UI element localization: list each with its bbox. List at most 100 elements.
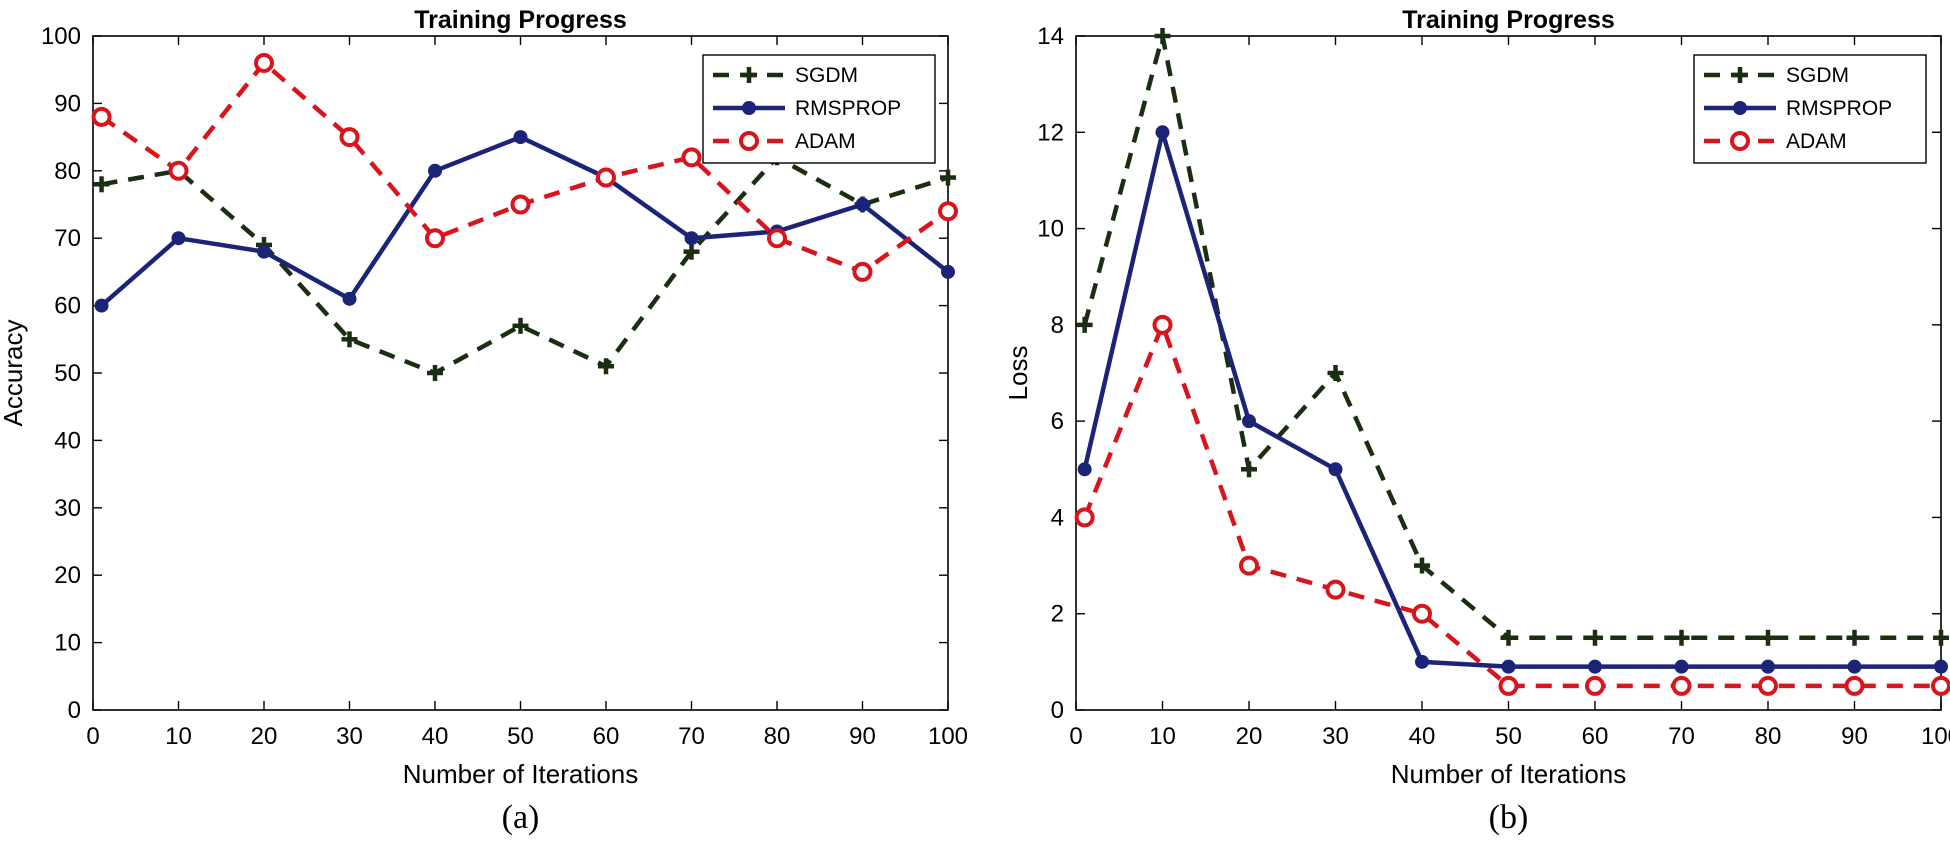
y-tick-label: 2 bbox=[1051, 601, 1064, 628]
y-tick-label: 4 bbox=[1051, 504, 1064, 531]
x-tick-label: 80 bbox=[764, 723, 791, 750]
data-point-rmsprop bbox=[1501, 659, 1516, 674]
data-point-adam bbox=[339, 127, 360, 148]
data-point-adam bbox=[1074, 507, 1095, 528]
data-point-sgdm bbox=[341, 331, 358, 348]
series-line-rmsprop bbox=[1082, 130, 1941, 669]
x-tick-label: 30 bbox=[1322, 723, 1349, 750]
chart-title: Training Progress bbox=[1402, 6, 1615, 34]
x-tick-label: 90 bbox=[849, 723, 876, 750]
x-tick-label: 40 bbox=[422, 723, 449, 750]
data-point-rmsprop bbox=[513, 130, 528, 145]
data-point-sgdm bbox=[1846, 629, 1863, 646]
data-point-rmsprop bbox=[1934, 659, 1948, 674]
data-point-sgdm bbox=[1500, 629, 1517, 646]
y-tick-label: 70 bbox=[54, 225, 81, 252]
legend-label: RMSPROP bbox=[795, 97, 901, 120]
data-point-sgdm bbox=[598, 358, 614, 375]
series-adam bbox=[91, 52, 958, 282]
data-point-sgdm bbox=[1933, 629, 1949, 646]
data-point-adam bbox=[91, 106, 112, 127]
data-point-adam bbox=[596, 167, 616, 188]
series-line-adam bbox=[1082, 322, 1941, 689]
data-point-sgdm bbox=[1673, 629, 1690, 646]
x-tick-label: 100 bbox=[928, 723, 968, 750]
legend-label: ADAM bbox=[795, 130, 856, 153]
data-point-rmsprop bbox=[1733, 101, 1747, 115]
x-axis-label: Number of Iterations bbox=[403, 759, 639, 789]
legend-label: RMSPROP bbox=[1786, 97, 1892, 120]
data-point-adam bbox=[1585, 675, 1605, 696]
data-point-adam bbox=[1758, 675, 1778, 696]
data-point-adam bbox=[1412, 603, 1432, 624]
chart-title: Training Progress bbox=[414, 6, 627, 34]
y-tick-label: 12 bbox=[1037, 119, 1064, 146]
x-tick-label: 20 bbox=[1236, 723, 1263, 750]
data-point-adam bbox=[739, 131, 759, 151]
x-tick-label: 70 bbox=[678, 723, 705, 750]
data-point-rmsprop bbox=[1242, 414, 1256, 429]
y-tick-label: 8 bbox=[1051, 312, 1064, 339]
data-point-adam bbox=[1730, 131, 1750, 151]
data-point-sgdm bbox=[427, 365, 443, 381]
legend-label: ADAM bbox=[1786, 130, 1847, 153]
data-point-sgdm bbox=[940, 169, 956, 186]
data-point-rmsprop bbox=[1328, 462, 1343, 477]
y-axis-label: Accuracy bbox=[0, 320, 28, 427]
x-tick-label: 50 bbox=[507, 723, 534, 750]
legend-item-adam: ADAM bbox=[1704, 130, 1847, 153]
data-point-sgdm bbox=[683, 243, 700, 260]
y-tick-label: 6 bbox=[1051, 408, 1064, 435]
data-point-rmsprop bbox=[684, 231, 699, 246]
data-point-rmsprop bbox=[1077, 462, 1092, 477]
x-tick-label: 10 bbox=[1149, 723, 1176, 750]
data-point-sgdm bbox=[512, 317, 529, 334]
data-point-rmsprop bbox=[1761, 659, 1775, 674]
x-tick-label: 40 bbox=[1409, 723, 1436, 750]
y-tick-label: 0 bbox=[1051, 697, 1064, 724]
y-tick-label: 100 bbox=[41, 23, 81, 50]
data-point-adam bbox=[168, 160, 189, 181]
legend-label: SGDM bbox=[795, 64, 858, 87]
x-tick-label: 80 bbox=[1755, 723, 1782, 750]
data-point-adam bbox=[938, 201, 958, 222]
data-point-adam bbox=[1671, 675, 1692, 696]
data-point-adam bbox=[1239, 555, 1259, 576]
y-axis-label: Loss bbox=[1003, 346, 1033, 401]
series-sgdm bbox=[1076, 28, 1949, 646]
y-tick-label: 10 bbox=[54, 630, 81, 657]
y-tick-label: 90 bbox=[54, 90, 81, 117]
data-point-adam bbox=[852, 261, 873, 282]
y-tick-label: 80 bbox=[54, 158, 81, 185]
data-point-rmsprop bbox=[171, 231, 186, 246]
x-axis-label: Number of Iterations bbox=[1391, 759, 1627, 789]
chart-b: 0 10 20 30 40 50 60 70 80 90 100 0 2 4 6 8 10 12 14 Trainin… bbox=[1003, 6, 1950, 836]
data-point-rmsprop bbox=[1155, 125, 1170, 140]
data-point-adam bbox=[1325, 579, 1346, 600]
data-point-rmsprop bbox=[1674, 659, 1689, 674]
data-point-rmsprop bbox=[342, 291, 357, 306]
series-line-sgdm bbox=[101, 155, 949, 376]
x-tick-label: 0 bbox=[86, 723, 99, 750]
y-tick-label: 20 bbox=[54, 562, 81, 589]
y-tick-label: 14 bbox=[1037, 23, 1064, 50]
x-tick-label: 50 bbox=[1495, 723, 1522, 750]
legend-item-sgdm: SGDM bbox=[1704, 64, 1849, 87]
data-point-adam bbox=[681, 147, 702, 168]
data-point-rmsprop bbox=[1415, 654, 1429, 669]
x-tick-label: 60 bbox=[593, 723, 620, 750]
legend: SGDM RMSPROP ADAM bbox=[702, 54, 936, 164]
series-sgdm bbox=[93, 149, 956, 381]
series-rmsprop bbox=[94, 130, 955, 313]
x-tick-label: 10 bbox=[165, 723, 192, 750]
data-point-sgdm bbox=[1414, 557, 1430, 574]
data-point-sgdm bbox=[1327, 365, 1344, 381]
x-tick-label: 90 bbox=[1841, 723, 1868, 750]
y-tick-label: 40 bbox=[54, 427, 81, 454]
x-tick-label: 20 bbox=[251, 723, 278, 750]
data-point-rmsprop bbox=[428, 163, 442, 178]
legend-label: SGDM bbox=[1786, 64, 1849, 87]
data-point-adam bbox=[510, 194, 531, 215]
x-tick-label: 100 bbox=[1921, 723, 1950, 750]
